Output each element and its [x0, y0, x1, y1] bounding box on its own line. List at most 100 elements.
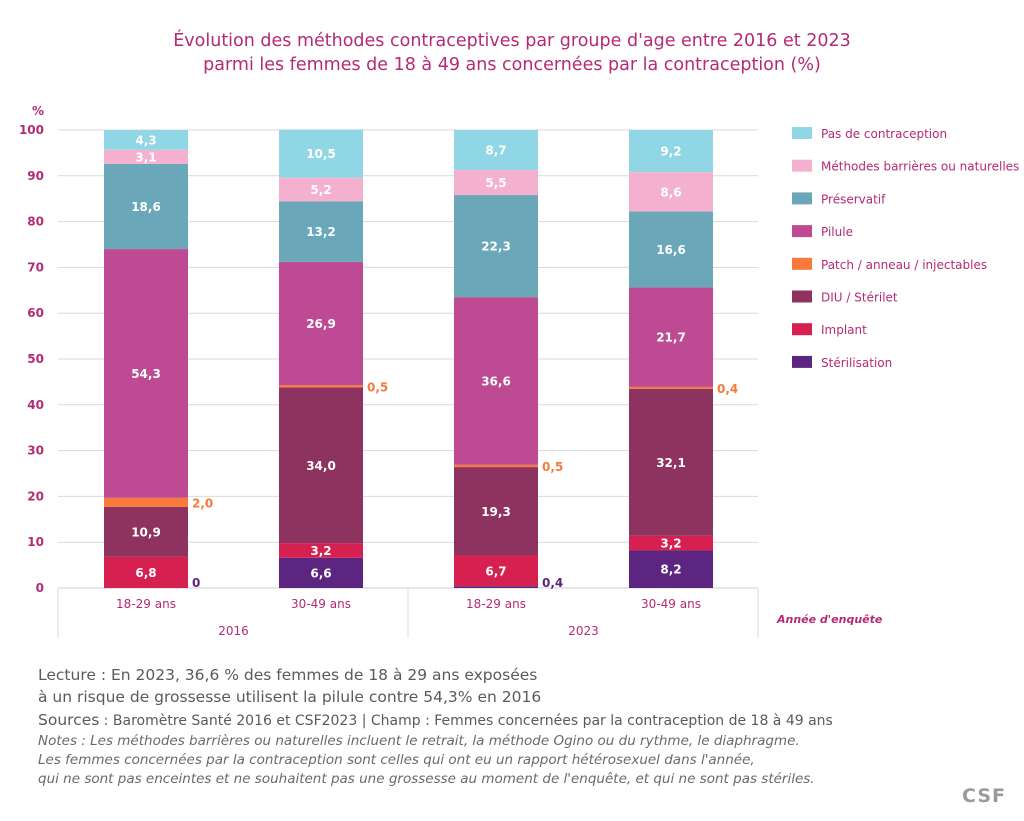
- group-label: 2016: [218, 624, 249, 638]
- data-label: 13,2: [306, 225, 336, 239]
- bar-segment: [454, 297, 538, 465]
- lecture-line1: Lecture : En 2023, 36,6 % des femmes de …: [38, 666, 538, 684]
- x-tick-label: 30-49 ans: [291, 597, 351, 611]
- data-label: 22,3: [481, 240, 511, 254]
- legend-swatch: [792, 225, 812, 238]
- y-tick-label: 70: [27, 260, 44, 274]
- legend-label: Préservatif: [821, 192, 886, 206]
- data-label: 16,6: [656, 243, 686, 257]
- data-label: 32,1: [656, 456, 686, 470]
- y-tick-label: 60: [27, 306, 44, 320]
- y-tick-label: 50: [27, 352, 44, 366]
- legend-swatch: [792, 355, 812, 368]
- note-line3: qui ne sont pas enceintes et ne souhaite…: [38, 771, 815, 787]
- bar-segment: [454, 467, 538, 556]
- bar-segment: [279, 177, 363, 202]
- data-label: 0,4: [542, 576, 563, 590]
- bar-segment: [629, 388, 713, 536]
- data-label: 8,2: [660, 563, 681, 577]
- sources-line: Sources : Baromètre Santé 2016 et CSF202…: [38, 711, 833, 729]
- chart-title-line2: parmi les femmes de 18 à 49 ans concerné…: [203, 55, 821, 75]
- bar-segment: [629, 386, 713, 389]
- data-label: 3,1: [135, 150, 156, 164]
- data-label: 6,8: [135, 566, 156, 580]
- bar-segment: [279, 261, 363, 386]
- bar-segment: [454, 555, 538, 587]
- bar-segment: [454, 169, 538, 196]
- data-label: 18,6: [131, 200, 161, 214]
- x-tick-label: 18-29 ans: [466, 597, 526, 611]
- legend-label: Méthodes barrières ou naturelles: [821, 160, 1019, 174]
- data-label: 54,3: [131, 367, 161, 381]
- lecture-line2: à un risque de grossesse utilisent la pi…: [38, 688, 542, 706]
- bar-segment: [104, 130, 188, 150]
- bar-segment: [279, 201, 363, 262]
- x-axis-title: Année d'enquête: [776, 613, 883, 626]
- bar-segment: [629, 211, 713, 288]
- data-label: 10,9: [131, 525, 161, 539]
- data-label: 19,3: [481, 505, 511, 519]
- y-axis-unit: %: [32, 104, 44, 118]
- chart-title-line1: Évolution des méthodes contraceptives pa…: [173, 31, 851, 51]
- bar-segment: [279, 543, 363, 558]
- bar-segment: [279, 387, 363, 544]
- data-label: 10,5: [306, 147, 336, 161]
- data-label: 36,6: [481, 374, 511, 388]
- legend-swatch: [792, 257, 812, 270]
- legend-label: Patch / anneau / injectables: [821, 258, 987, 272]
- bar-segment: [104, 163, 188, 250]
- data-label: 5,5: [485, 176, 506, 190]
- data-label: 34,0: [306, 459, 336, 473]
- x-tick-label: 18-29 ans: [116, 597, 176, 611]
- bar-segment: [454, 464, 538, 468]
- stacked-bar-chart: 0 10 20 30 40 50 60 70 80 90 100% 0 6,8 10,9 2,0 54,3 18…: [19, 104, 1019, 638]
- legend-label: DIU / Stérilet: [821, 291, 898, 305]
- legend-swatch: [792, 127, 812, 139]
- bar-segment: [104, 249, 188, 498]
- bar-segment: [629, 550, 713, 588]
- data-label: 4,3: [135, 133, 156, 147]
- data-label: 3,2: [660, 537, 681, 551]
- legend-swatch: [792, 192, 812, 205]
- data-label: 8,6: [660, 185, 681, 199]
- bar-segment: [104, 506, 188, 557]
- y-tick-label: 90: [27, 169, 44, 183]
- bar-segment: [279, 129, 363, 178]
- data-label: 21,7: [656, 331, 686, 345]
- data-label: 8,7: [485, 143, 506, 157]
- legend-label: Pas de contraception: [821, 127, 947, 141]
- bar-segment: [279, 385, 363, 388]
- bar-segment: [454, 130, 538, 170]
- data-label: 2,0: [192, 496, 213, 510]
- bar-segment: [454, 586, 538, 588]
- legend-label: Pilule: [821, 225, 853, 239]
- data-label: 0,5: [367, 380, 388, 394]
- data-label: 26,9: [306, 317, 336, 331]
- y-tick-label: 30: [27, 444, 44, 458]
- group-label: 2023: [568, 624, 599, 638]
- legend-label: Implant: [821, 323, 867, 337]
- data-label: 9,2: [660, 145, 681, 159]
- csf-logo: CSF: [962, 785, 1006, 807]
- data-label: 3,2: [310, 544, 331, 558]
- data-label: 0: [192, 576, 200, 590]
- y-tick-label: 40: [27, 398, 44, 412]
- y-tick-label: 80: [27, 215, 44, 229]
- bar-segment: [104, 149, 188, 164]
- bar-segment: [629, 130, 713, 173]
- data-label: 6,7: [485, 564, 506, 578]
- legend-swatch: [792, 290, 812, 303]
- note-line2: Les femmes concernées par la contracepti…: [38, 752, 755, 768]
- sources-label: Sources: [38, 711, 100, 729]
- y-tick-label: 10: [27, 535, 44, 549]
- y-tick-label: 100: [19, 123, 44, 137]
- legend-swatch: [792, 159, 812, 172]
- y-tick-label: 20: [27, 489, 44, 503]
- note-line1: Notes : Les méthodes barrières ou nature…: [38, 733, 800, 749]
- bar-segment: [454, 195, 538, 298]
- data-label: 5,2: [310, 183, 331, 197]
- bar-segment: [629, 287, 713, 387]
- bar-segment: [104, 497, 188, 507]
- data-label: 0,5: [542, 460, 563, 474]
- bar-segment: [104, 556, 188, 588]
